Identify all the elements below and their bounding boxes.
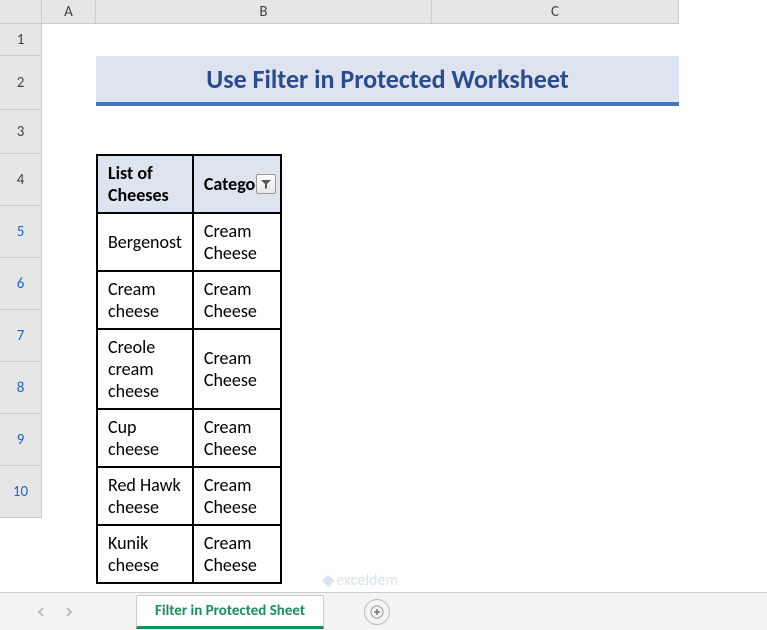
header-label: List of Cheeses xyxy=(108,162,169,206)
row-headers: 12345678910 xyxy=(0,24,42,518)
row-header-6[interactable]: 6 xyxy=(0,258,41,310)
table-row: Cup cheeseCream Cheese xyxy=(97,409,281,467)
table-cell[interactable]: Bergenost xyxy=(97,213,193,271)
table-cell[interactable]: Cup cheese xyxy=(97,409,193,467)
table-cell[interactable]: Cream Cheese xyxy=(193,213,281,271)
column-header-B[interactable]: B xyxy=(96,0,432,24)
row-header-3[interactable]: 3 xyxy=(0,110,41,154)
sheet-tab-bar: Filter in Protected Sheet xyxy=(0,592,767,630)
table-row: Kunik cheeseCream Cheese xyxy=(97,525,281,583)
table-cell[interactable]: Kunik cheese xyxy=(97,525,193,583)
tab-label: Filter in Protected Sheet xyxy=(155,602,305,620)
row-header-5[interactable]: 5 xyxy=(0,206,41,258)
row-header-4[interactable]: 4 xyxy=(0,154,41,206)
table-cell[interactable]: Cream Cheese xyxy=(193,525,281,583)
add-sheet-button[interactable] xyxy=(364,599,390,625)
table-cell[interactable]: Creole cream cheese xyxy=(97,329,193,409)
row-header-1[interactable]: 1 xyxy=(0,24,41,56)
header-category[interactable]: Category xyxy=(193,155,281,213)
table-row: BergenostCream Cheese xyxy=(97,213,281,271)
select-all-corner[interactable] xyxy=(0,0,42,24)
table-row: Cream cheeseCream Cheese xyxy=(97,271,281,329)
table-cell[interactable]: Cream cheese xyxy=(97,271,193,329)
row-header-2[interactable]: 2 xyxy=(0,56,41,110)
row-header-9[interactable]: 9 xyxy=(0,414,41,466)
watermark: ◆exceldem xyxy=(322,570,398,590)
title-text: Use Filter in Protected Worksheet xyxy=(206,63,569,95)
column-header-C[interactable]: C xyxy=(432,0,679,24)
header-list-of-cheeses[interactable]: List of Cheeses xyxy=(97,155,193,213)
cheese-table: List of Cheeses Category BergenostCream … xyxy=(96,154,282,584)
tab-nav-next[interactable] xyxy=(58,601,80,623)
sheet-title: Use Filter in Protected Worksheet xyxy=(96,56,679,106)
table-cell[interactable]: Cream Cheese xyxy=(193,467,281,525)
column-header-A[interactable]: A xyxy=(42,0,96,24)
table-cell[interactable]: Cream Cheese xyxy=(193,329,281,409)
active-sheet-tab[interactable]: Filter in Protected Sheet xyxy=(136,595,324,629)
row-header-7[interactable]: 7 xyxy=(0,310,41,362)
table-cell[interactable]: Cream Cheese xyxy=(193,409,281,467)
row-header-8[interactable]: 8 xyxy=(0,362,41,414)
table-cell[interactable]: Red Hawk cheese xyxy=(97,467,193,525)
table-cell[interactable]: Cream Cheese xyxy=(193,271,281,329)
filter-icon[interactable] xyxy=(256,174,276,194)
table-row: Creole cream cheeseCream Cheese xyxy=(97,329,281,409)
column-headers: ABC xyxy=(42,0,679,24)
tab-nav-prev[interactable] xyxy=(30,601,52,623)
table-row: Red Hawk cheeseCream Cheese xyxy=(97,467,281,525)
row-header-10[interactable]: 10 xyxy=(0,466,41,518)
